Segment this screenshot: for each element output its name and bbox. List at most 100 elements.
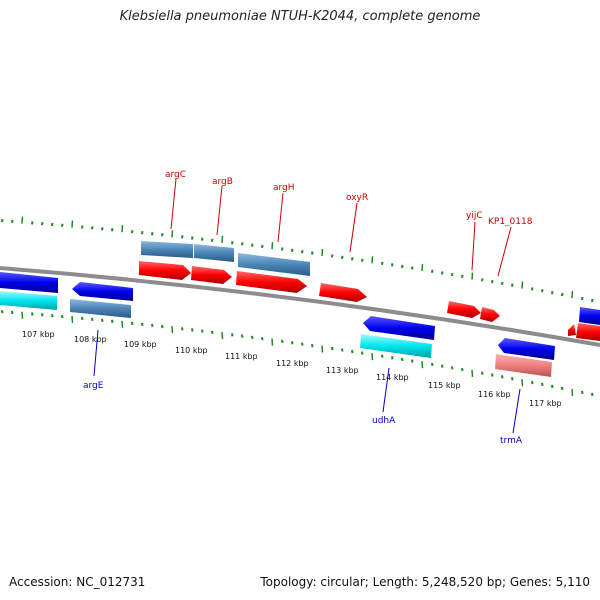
minor-tick	[1, 309, 4, 314]
map-title: Klebsiella pneumoniae NTUH-K2044, comple…	[119, 9, 481, 24]
bottom-gene-labels: argE udhA trmA	[83, 329, 523, 446]
minor-tick	[281, 339, 284, 344]
tick-label: 108 kbp	[74, 335, 107, 344]
minor-tick	[231, 240, 234, 245]
minor-tick	[411, 359, 414, 363]
cds-arrow-reverse[interactable]	[363, 316, 435, 340]
major-tick	[271, 338, 274, 346]
minor-tick	[381, 261, 384, 265]
minor-tick	[481, 371, 484, 375]
major-tick	[221, 332, 224, 340]
minor-tick	[301, 250, 304, 254]
major-tick	[371, 256, 374, 264]
minor-tick	[41, 221, 44, 226]
minor-tick	[1, 218, 4, 223]
minor-tick	[581, 296, 584, 301]
minor-tick	[131, 229, 134, 234]
minor-tick	[531, 287, 534, 291]
minor-tick	[81, 316, 84, 321]
cds-arrow[interactable]	[236, 271, 307, 293]
minor-tick	[301, 342, 304, 346]
cds-arrow[interactable]	[480, 307, 500, 322]
label-leader	[170, 178, 177, 230]
major-tick	[271, 242, 274, 250]
forward-strand-features	[0, 241, 600, 341]
minor-tick	[481, 278, 484, 282]
major-tick	[171, 326, 174, 334]
minor-tick	[541, 382, 544, 387]
minor-tick	[101, 318, 104, 322]
minor-tick	[511, 377, 514, 381]
minor-tick	[101, 227, 104, 231]
gene-bar[interactable]	[141, 241, 193, 258]
minor-tick	[181, 235, 184, 239]
gene-label-oxyr[interactable]: oxyR	[346, 193, 368, 203]
tick-label: 115 kbp	[428, 381, 461, 390]
minor-tick	[151, 232, 154, 236]
minor-tick	[581, 390, 584, 395]
minor-tick	[551, 290, 554, 295]
cds-arrow-reverse[interactable]	[579, 307, 600, 325]
minor-tick	[141, 322, 144, 327]
gene-bar-reverse[interactable]	[70, 299, 131, 318]
tick-label: 112 kbp	[276, 359, 309, 368]
gene-label-kp1-0118[interactable]: KP1_0118	[488, 217, 533, 227]
gene-bar-reverse[interactable]	[495, 354, 552, 377]
minor-tick	[431, 362, 434, 367]
cds-arrow[interactable]	[568, 324, 576, 336]
cds-arrow[interactable]	[576, 323, 600, 341]
cds-arrow[interactable]	[191, 266, 232, 284]
minor-tick	[511, 283, 514, 287]
gene-label-udha[interactable]: udhA	[372, 416, 396, 426]
minor-tick	[591, 392, 594, 397]
gene-bar[interactable]	[194, 244, 234, 262]
gene-label-yijc[interactable]: yijC	[466, 211, 483, 221]
gene-bar[interactable]	[238, 253, 310, 276]
major-tick	[471, 369, 474, 377]
cds-arrow-reverse[interactable]	[0, 272, 58, 293]
minor-tick	[441, 364, 444, 368]
gene-label-argc[interactable]: argC	[165, 170, 186, 180]
gene-bar-reverse[interactable]	[360, 334, 432, 358]
minor-tick	[161, 233, 164, 237]
minor-tick	[51, 222, 54, 227]
gene-label-trma[interactable]: trmA	[500, 436, 523, 446]
reverse-strand-features	[70, 282, 555, 377]
tick-label: 113 kbp	[326, 366, 359, 375]
major-tick	[521, 281, 524, 289]
cds-arrow[interactable]	[319, 283, 367, 302]
minor-tick	[241, 334, 244, 338]
label-leader	[93, 329, 99, 377]
minor-tick	[131, 321, 134, 325]
minor-tick	[331, 254, 334, 258]
minor-tick	[431, 269, 434, 273]
minor-tick	[161, 324, 164, 329]
minor-tick	[211, 238, 214, 242]
minor-tick	[261, 337, 264, 341]
cds-arrow[interactable]	[139, 261, 191, 280]
gene-label-argh[interactable]: argH	[273, 183, 295, 193]
gene-bar-reverse[interactable]	[0, 291, 57, 310]
major-tick	[121, 320, 124, 328]
minor-tick	[531, 380, 534, 385]
cds-arrow-reverse[interactable]	[72, 282, 133, 301]
major-tick	[221, 235, 224, 244]
minor-tick	[191, 236, 194, 240]
label-leader	[382, 367, 390, 413]
gene-label-argb[interactable]: argB	[212, 177, 233, 187]
cds-arrow[interactable]	[447, 301, 481, 318]
accession-text: Accession: NC_012731	[9, 575, 146, 589]
minor-tick	[11, 219, 14, 224]
minor-tick	[41, 313, 44, 317]
minor-tick	[561, 386, 564, 391]
tick-row-top	[1, 216, 594, 303]
minor-tick	[111, 228, 114, 232]
minor-tick	[341, 255, 344, 259]
tick-label: 107 kbp	[22, 330, 55, 339]
cds-arrow-reverse[interactable]	[498, 338, 555, 360]
tick-label: 116 kbp	[478, 390, 511, 399]
major-tick	[321, 248, 324, 256]
minor-tick	[341, 348, 344, 352]
gene-label-arge[interactable]: argE	[83, 381, 104, 391]
minor-tick	[451, 366, 454, 370]
